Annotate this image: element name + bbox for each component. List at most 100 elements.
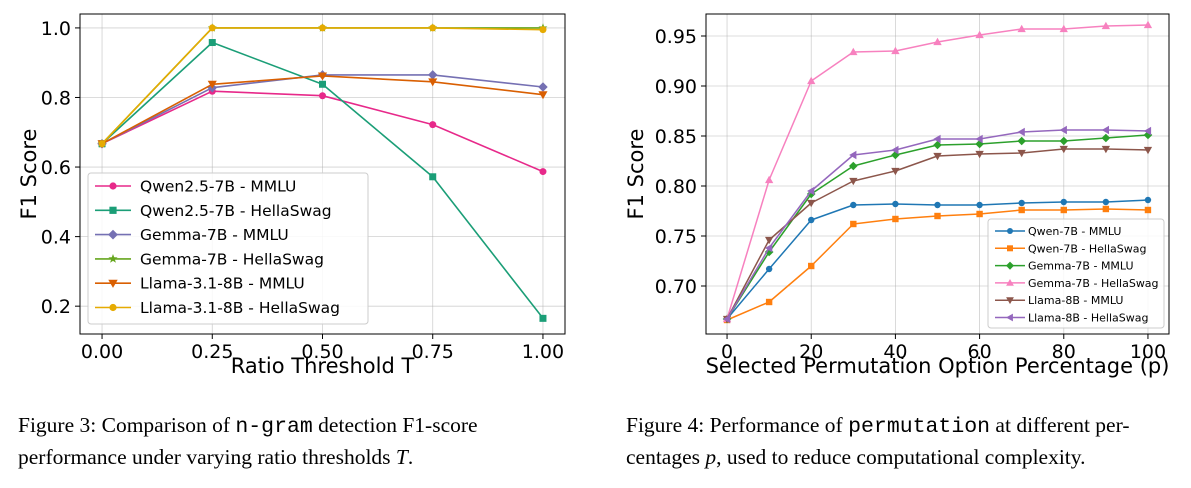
x-tick-label: 20 [799,341,823,363]
data-point [319,80,326,88]
y-tick-label: 0.75 [655,226,697,248]
y-axis-label: F1 Score [17,129,41,220]
data-point [319,92,326,100]
legend-swatch-marker [1007,245,1013,252]
data-point [317,72,328,81]
data-point [765,298,773,306]
data-point [933,37,942,46]
data-point [429,121,437,129]
data-point [891,145,899,155]
legend-entry-label: Gemma-7B - MMLU [140,226,289,244]
data-point [765,236,774,245]
series-4 [722,20,1153,323]
y-tick-label: 0.4 [41,227,71,249]
fig4-caption-mono: permutation [848,415,991,439]
legend-entry-label: Qwen-7B - MMLU [1028,225,1121,238]
figure-3-caption: Figure 3: Comparison of n-gram detection… [18,410,578,472]
y-tick-label: 0.2 [41,296,71,318]
fig3-caption-text-1: Figure 3: Comparison of [18,413,236,437]
data-point [1018,199,1025,207]
data-point [850,201,857,209]
chart-permutation-percentage: 0 20 40 60 80 100 0.70 0.75 0.80 0.85 0.90 0.95 Sele… [624,13,1170,378]
data-point [933,134,941,144]
y-tick-label: 0.6 [41,157,71,179]
data-point [539,26,547,34]
figure-4-caption: Figure 4: Performance of permutation at … [626,410,1186,472]
legend-swatch-marker [1006,261,1014,270]
legend-entry-label: Qwen2.5-7B - HellaSwag [140,202,332,220]
data-point [975,134,983,144]
y-tick-label: 0.80 [655,176,697,198]
x-axis-label: Selected Permutation Option Percentage (… [706,354,1170,378]
data-point [1143,146,1153,155]
fig4-caption-var: p [705,445,717,469]
data-point [808,216,815,224]
x-tick-label: 100 [1130,341,1166,363]
fig3-caption-mono: n-gram [235,415,313,439]
data-point [428,78,438,87]
data-point [765,243,773,253]
fig4-caption-text-4: , used to reduce computational complexit… [716,445,1086,469]
data-point [539,168,547,176]
data-point [1144,206,1152,214]
data-point [807,76,816,85]
legend-swatch-marker [109,206,117,214]
data-point [1060,198,1067,206]
data-point [934,201,941,209]
y-tick-label: 0.90 [655,76,697,98]
fig4-caption-text-1: Figure 4: Performance of [626,413,849,437]
legend-swatch-marker [1007,228,1013,234]
data-point [1018,206,1025,214]
data-point [1143,126,1152,136]
legend: Qwen-7B - MMLU Qwen-7B - HellaSwag Gemma-7… [987,218,1165,329]
data-point [976,210,983,218]
legend-box [87,172,369,325]
legend-swatch-marker [1006,297,1014,305]
data-point [975,30,984,39]
x-tick-label: 0 [721,341,733,363]
data-point [1059,136,1069,146]
data-point [1017,127,1025,137]
legend-entry-label: Llama-3.1-8B - MMLU [140,275,305,293]
chart-ratio-threshold: 0.00 0.25 0.50 0.75 1.00 0.2 0.4 0.6 0.8 1.0 Ratio… [17,13,566,378]
y-tick-label: 1.0 [41,18,71,40]
data-point [1101,145,1110,154]
data-point [538,82,548,92]
x-tick-label: 40 [883,341,907,363]
y-axis-label: F1 Score [624,129,648,220]
legend-entry-label: Llama-3.1-8B - HellaSwag [140,299,340,317]
data-point [1144,196,1152,204]
data-point [539,314,547,322]
legend-swatch-marker [108,254,118,263]
data-point [1017,136,1026,146]
series-6 [722,125,1152,324]
x-tick-label: 0.00 [81,341,123,363]
x-tick-label: 0.25 [191,341,233,363]
fig3-caption-text-3: performance under varying ratio threshol… [18,445,396,469]
data-point [722,314,731,324]
data-point [429,24,437,32]
fig4-caption-text-2: at different per- [990,413,1130,437]
data-point [1102,198,1110,206]
data-point [208,39,216,47]
data-point [765,265,773,273]
x-tick-label: 0.50 [301,341,343,363]
data-point [1143,20,1153,29]
legend-swatch-marker [108,279,118,288]
data-point [849,47,858,56]
data-point [208,24,216,32]
legend-entry-label: Gemma-7B - HellaSwag [1028,277,1159,290]
fig3-caption-text-2: detection F1-score [312,413,478,437]
legend-swatch-marker [108,229,118,240]
plot-frame [705,13,1170,335]
x-tick-label: 0.75 [412,341,454,363]
legend-entry-label: Llama-8B - MMLU [1028,294,1123,307]
legend-swatch-marker [109,182,117,190]
y-tick-label: 0.70 [655,276,697,298]
x-tick-label: 1.00 [522,341,564,363]
data-point [1059,24,1068,33]
data-point [538,91,548,100]
fig3-caption-var: T [395,445,408,469]
data-point [891,167,900,176]
